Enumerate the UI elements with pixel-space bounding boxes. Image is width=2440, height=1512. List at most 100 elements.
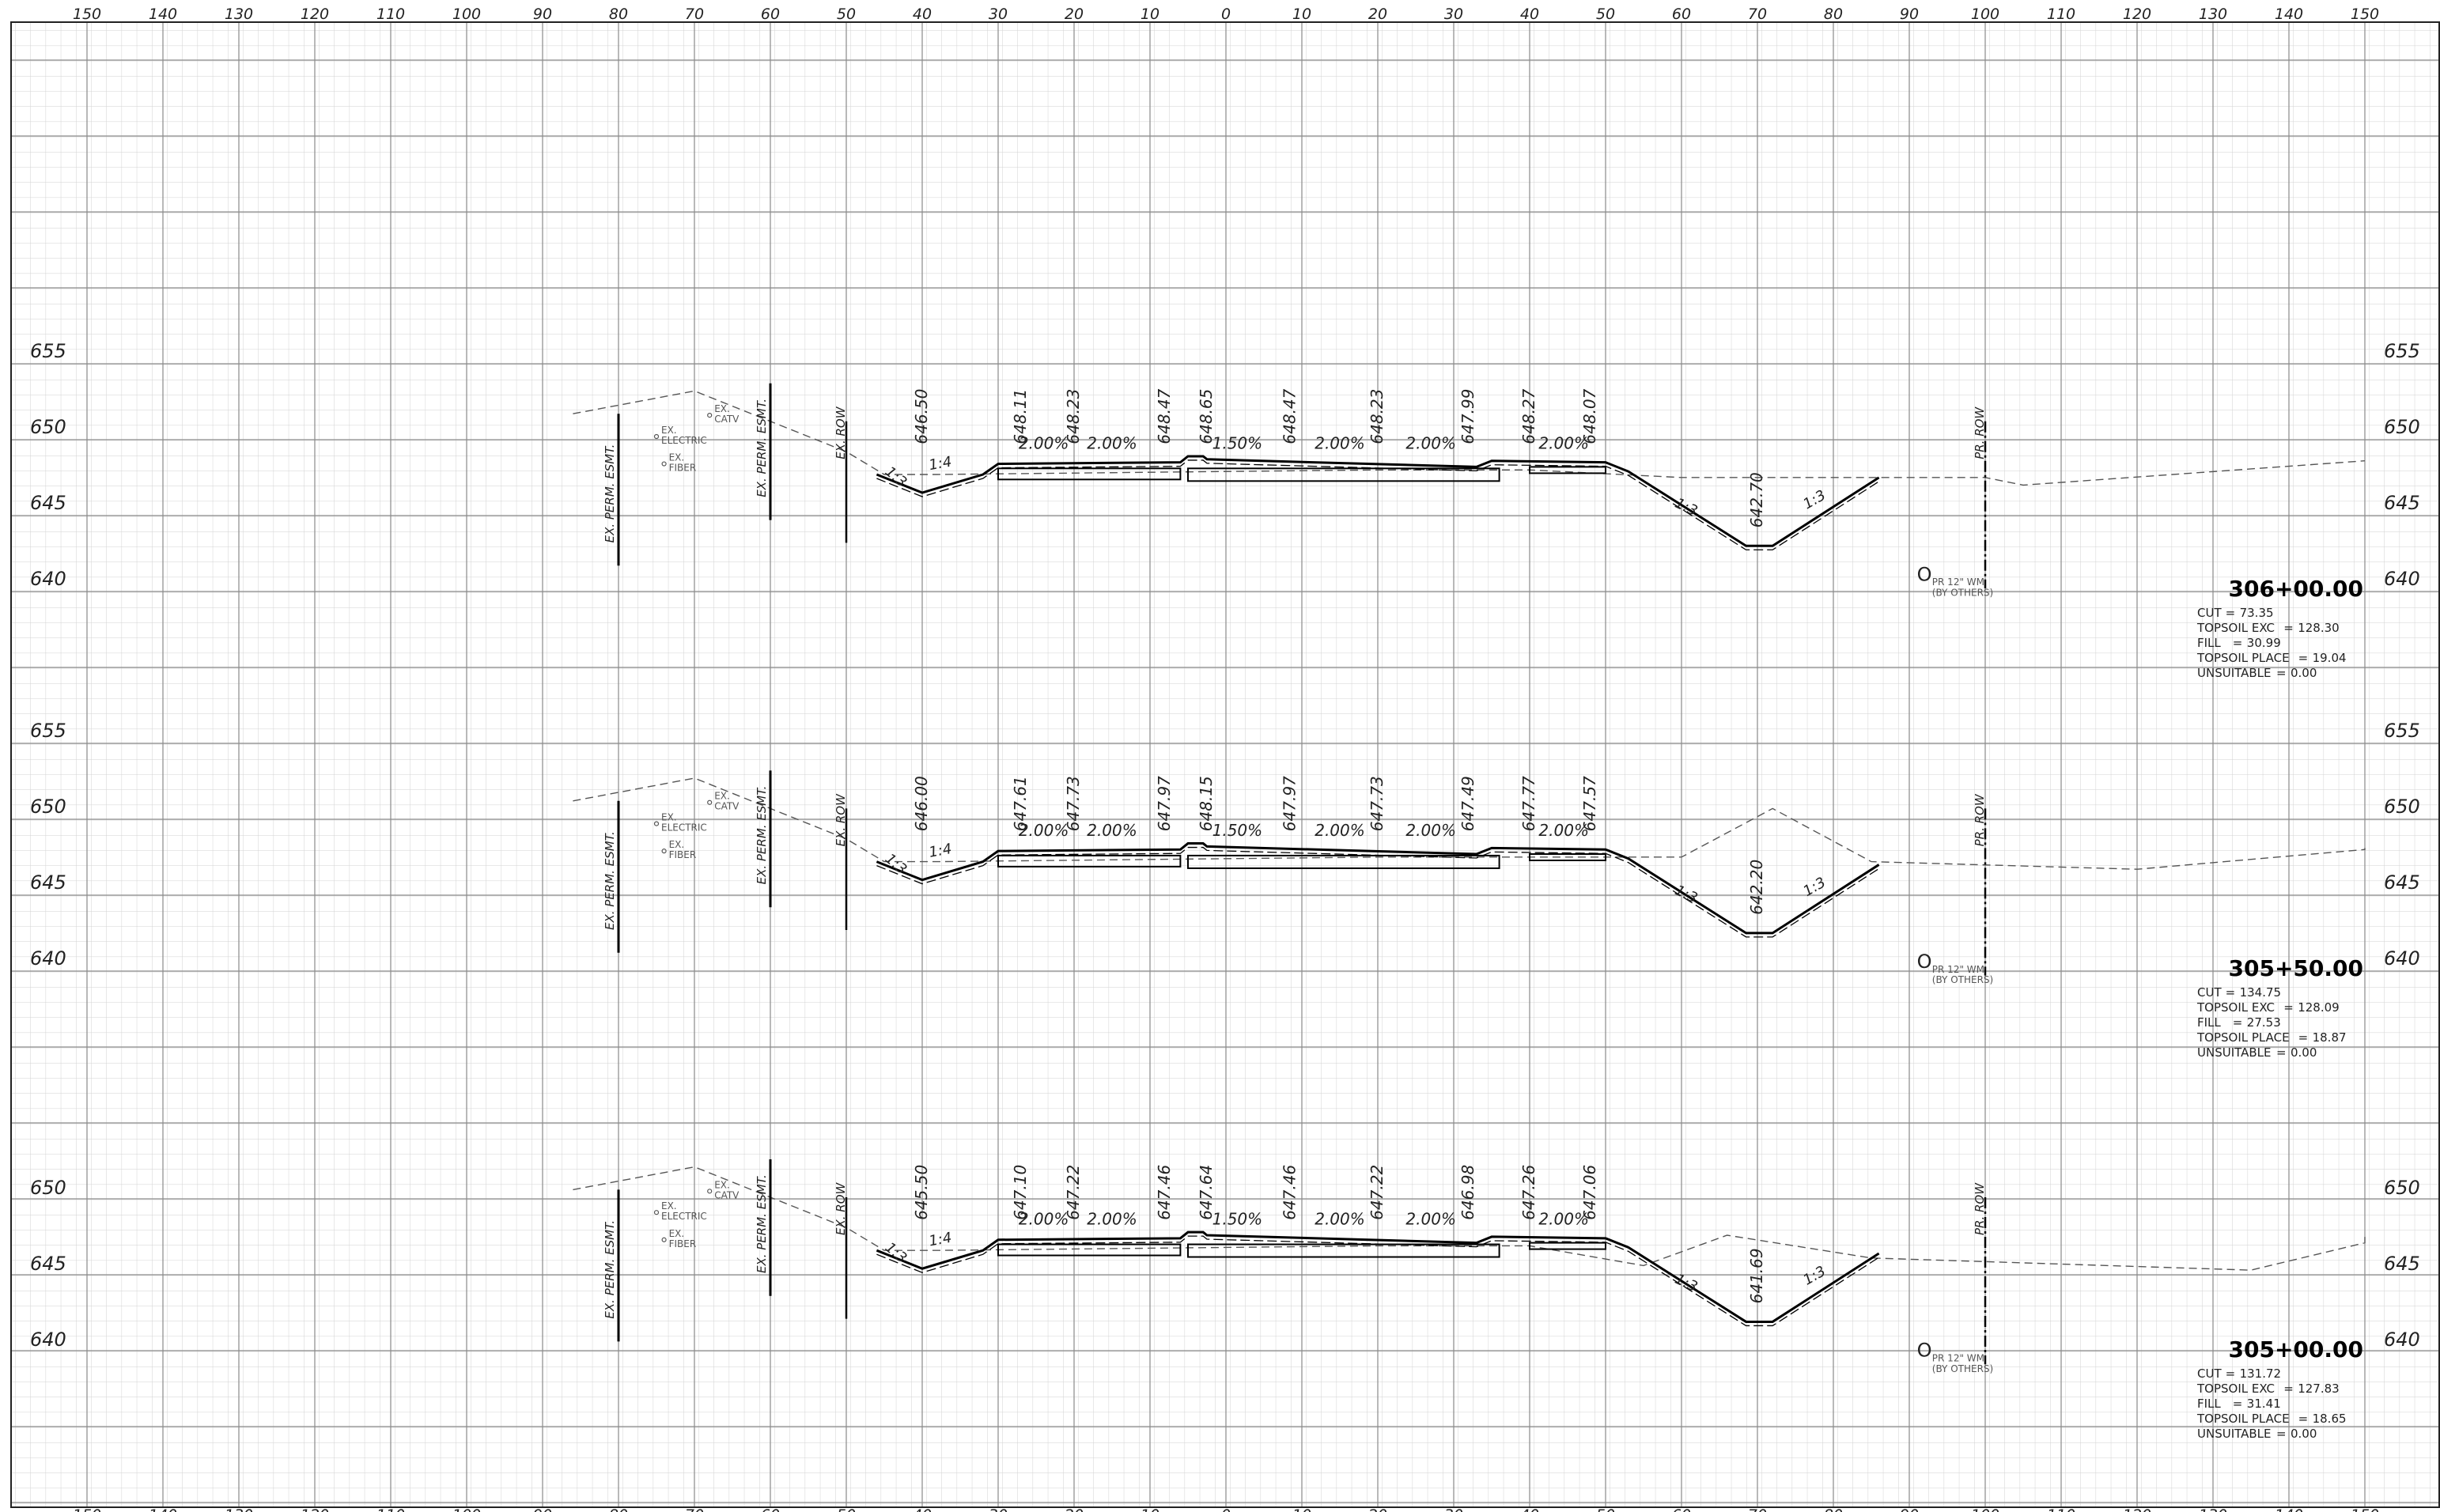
offset-tick-label: 150: [73, 6, 101, 23]
grade-elevation-label: 647.97: [1281, 776, 1299, 831]
offset-tick-label: 10: [1292, 6, 1311, 23]
offset-tick-label: 110: [2047, 1506, 2075, 1512]
quantity-value: 31.41: [2247, 1397, 2281, 1411]
offset-tick-label: 100: [1971, 6, 1999, 23]
ex-fiber-label: FIBER: [669, 849, 697, 860]
quantity-equals: =: [2276, 666, 2287, 680]
offset-tick-label: 140: [149, 1506, 177, 1512]
quantity-label: TOPSOIL PLACE: [2196, 651, 2290, 665]
offset-tick-label: 0: [1221, 6, 1231, 23]
offset-tick-label: 140: [149, 6, 177, 23]
quantity-value: 131.72: [2240, 1366, 2282, 1381]
ex-fiber-label: FIBER: [669, 463, 697, 474]
offset-tick-label: 70: [685, 6, 704, 23]
offset-tick-label: 50: [837, 1506, 856, 1512]
pr-row-label: PR. ROW: [1973, 1182, 1987, 1235]
offset-tick-label: 90: [1900, 1506, 1919, 1512]
quantity-label: UNSUITABLE: [2197, 666, 2272, 680]
cross-slope-label: 2.00%: [1019, 433, 1069, 452]
elevation-label-left: 640: [30, 947, 66, 970]
ex-perm-esmt-label: EX. PERM. ESMT.: [755, 1174, 769, 1273]
ex-catv-label: CATV: [714, 1189, 740, 1200]
quantity-equals: =: [2283, 621, 2294, 635]
quantity-label: FILL: [2197, 1015, 2221, 1030]
ex-catv-label: EX.: [714, 1179, 730, 1190]
water-main-symbol: O: [1917, 563, 1932, 585]
offset-tick-label: 70: [1748, 1506, 1767, 1512]
offset-tick-label: 110: [2047, 6, 2075, 23]
quantity-label: UNSUITABLE: [2197, 1045, 2272, 1060]
offset-tick-label: 80: [1824, 1506, 1843, 1512]
minor-grid: [11, 22, 2439, 1507]
elevation-label-right: 640: [2384, 1329, 2420, 1351]
grade-elevation-label: 647.46: [1281, 1165, 1299, 1220]
quantity-label: TOPSOIL PLACE: [2196, 1412, 2290, 1426]
water-main-label: (BY OTHERS): [1932, 588, 1993, 599]
grade-elevation-label: 646.00: [912, 776, 931, 831]
cross-slope-label: 2.00%: [1315, 433, 1365, 452]
ex-electric-label: ELECTRIC: [661, 435, 707, 446]
offset-tick-label: 40: [1520, 6, 1539, 23]
station-label: 305+50.00: [2229, 955, 2363, 981]
ex-electric-label: EX.: [661, 1200, 677, 1211]
ex-row-label: EX. ROW: [834, 793, 848, 847]
elevation-label-right: 650: [2384, 1177, 2420, 1199]
offset-tick-label: 20: [1065, 6, 1084, 23]
water-main-label: PR 12" WM: [1932, 1352, 1984, 1363]
ex-perm-esmt-label: EX. PERM. ESMT.: [603, 831, 617, 930]
cross-slope-label: 2.00%: [1019, 1210, 1069, 1229]
cross-slope-label: 1.50%: [1212, 433, 1263, 452]
quantity-equals: =: [2233, 1397, 2243, 1411]
quantity-value: 18.87: [2313, 1030, 2347, 1045]
offset-tick-label: 150: [2351, 6, 2379, 23]
offset-tick-label: 60: [761, 1506, 780, 1512]
grade-elevation-label: 647.26: [1519, 1165, 1538, 1220]
water-main-label: PR 12" WM: [1932, 576, 1984, 588]
water-main-symbol: O: [1917, 1340, 1932, 1362]
elevation-label-right: 655: [2384, 720, 2420, 742]
grade-elevation-label: 641.69: [1747, 1248, 1766, 1303]
offset-tick-label: 110: [376, 6, 405, 23]
ex-fiber-label: EX.: [669, 452, 685, 463]
offset-tick-label: 30: [989, 1506, 1008, 1512]
quantity-equals: =: [2298, 1412, 2309, 1426]
grade-elevation-label: 648.27: [1519, 388, 1538, 444]
offset-tick-label: 100: [452, 6, 481, 23]
quantity-label: FILL: [2197, 1397, 2221, 1411]
grade-elevation-label: 646.50: [912, 389, 931, 444]
offset-tick-label: 10: [1292, 1506, 1311, 1512]
ex-perm-esmt-label: EX. PERM. ESMT.: [603, 444, 617, 543]
offset-tick-label: 60: [1672, 6, 1691, 23]
pr-row-label: PR. ROW: [1973, 793, 1987, 846]
offset-tick-label: 40: [913, 6, 932, 23]
quantity-equals: =: [2233, 636, 2243, 650]
quantity-value: 0.00: [2291, 666, 2317, 680]
elevation-label-right: 645: [2384, 1253, 2420, 1275]
offset-tick-label: 120: [301, 1506, 329, 1512]
grade-elevation-label: 647.99: [1458, 389, 1477, 444]
grade-elevation-label: 647.77: [1519, 776, 1538, 831]
elevation-label-left: 655: [30, 340, 66, 362]
offset-tick-label: 120: [2123, 6, 2151, 23]
offset-tick-label: 100: [1971, 1506, 1999, 1512]
grade-elevation-label: 647.49: [1458, 776, 1477, 831]
grade-elevation-label: 648.23: [1368, 389, 1386, 444]
quantity-equals: =: [2298, 651, 2309, 665]
quantity-label: TOPSOIL EXC: [2196, 1000, 2275, 1015]
quantity-label: CUT: [2197, 606, 2222, 620]
quantity-equals: =: [2226, 1366, 2236, 1381]
quantity-value: 128.09: [2298, 1000, 2340, 1015]
quantity-value: 0.00: [2291, 1427, 2317, 1441]
quantity-value: 19.04: [2313, 651, 2347, 665]
grade-elevation-label: 642.20: [1747, 860, 1766, 915]
elevation-label-left: 650: [30, 796, 66, 818]
quantity-equals: =: [2283, 1000, 2294, 1015]
grade-elevation-label: 647.97: [1155, 776, 1174, 831]
offset-tick-label: 60: [1672, 1506, 1691, 1512]
cross-slope-label: 2.00%: [1087, 821, 1137, 840]
ex-perm-esmt-label: EX. PERM. ESMT.: [755, 399, 769, 497]
offset-tick-label: 60: [761, 6, 780, 23]
quantity-value: 73.35: [2240, 606, 2274, 620]
elevation-label-right: 655: [2384, 340, 2420, 362]
